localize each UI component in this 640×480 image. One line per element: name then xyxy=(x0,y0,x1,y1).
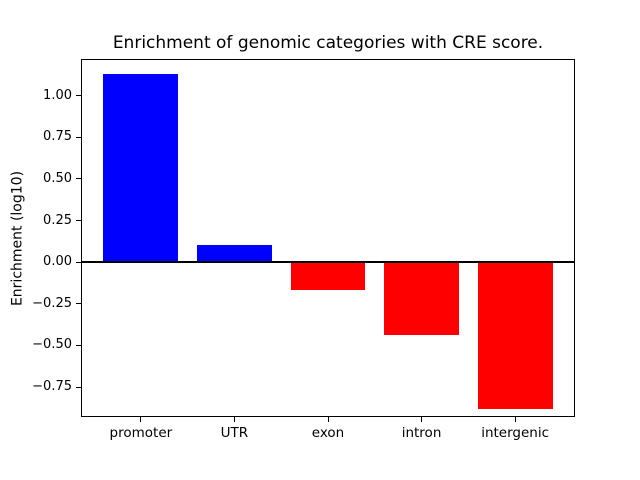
y-tick-mark xyxy=(76,178,81,180)
y-tick-label: −0.25 xyxy=(32,295,72,311)
x-tick-label-exon: exon xyxy=(311,425,345,441)
zero-line xyxy=(81,260,575,264)
y-tick-label: 0.50 xyxy=(43,170,72,186)
x-tick-mark xyxy=(421,417,423,422)
x-tick-label-intergenic: intergenic xyxy=(481,425,550,441)
y-tick-label: 0.00 xyxy=(43,254,72,270)
y-tick-label: 0.25 xyxy=(43,212,72,228)
bar-promoter xyxy=(103,73,179,263)
y-tick-mark xyxy=(76,386,81,388)
y-tick-mark xyxy=(76,95,81,97)
x-tick-mark xyxy=(514,417,516,422)
y-tick-mark xyxy=(76,303,81,305)
y-tick-mark xyxy=(76,136,81,138)
y-tick-label: −0.50 xyxy=(32,337,72,353)
x-tick-mark xyxy=(140,417,142,422)
chart-title: Enrichment of genomic categories with CR… xyxy=(112,33,544,53)
bar-intron xyxy=(384,262,459,336)
x-tick-label-promoter: promoter xyxy=(109,425,173,441)
x-tick-label-UTR: UTR xyxy=(220,425,249,441)
y-tick-mark xyxy=(76,344,81,346)
y-tick-mark xyxy=(76,261,81,263)
y-tick-label: −0.75 xyxy=(32,379,72,395)
x-tick-mark xyxy=(233,417,235,422)
x-tick-label-intron: intron xyxy=(401,425,442,441)
y-tick-label: 0.75 xyxy=(43,129,72,145)
y-tick-label: 1.00 xyxy=(43,87,72,103)
y-tick-mark xyxy=(76,220,81,222)
x-tick-mark xyxy=(327,417,329,422)
bar-intergenic xyxy=(477,262,553,409)
bar-UTR xyxy=(197,245,272,263)
bar-exon xyxy=(290,262,366,291)
